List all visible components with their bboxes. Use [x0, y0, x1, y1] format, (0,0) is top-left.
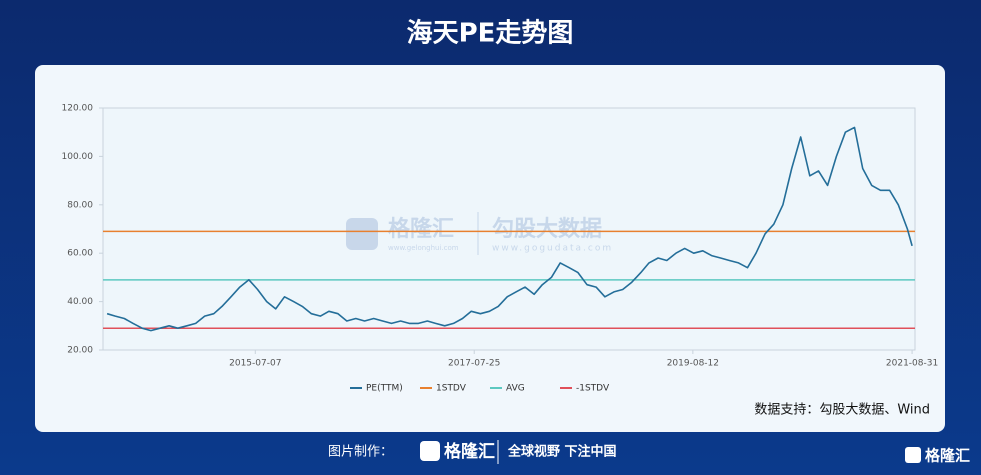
- watermark-text: 勾股大数据: [492, 216, 602, 242]
- x-tick-label: 2015-07-07: [229, 359, 281, 369]
- pe-line: [106, 126, 913, 332]
- footer-slogan: 全球视野 下注中国: [507, 444, 617, 460]
- y-tick-label: 60.00: [67, 249, 93, 259]
- watermark-text: 格隆汇: [388, 216, 454, 242]
- legend-label: PE(TTM): [366, 384, 403, 394]
- footer-logo-icon: [420, 441, 440, 461]
- watermark-text: www.gelonghui.com: [388, 244, 459, 252]
- legend-label: 1STDV: [436, 384, 467, 394]
- corner-logo: 格隆汇: [925, 447, 970, 465]
- y-tick-label: 40.00: [67, 297, 93, 307]
- plot-area: [102, 107, 916, 351]
- y-tick-label: 20.00: [67, 346, 93, 356]
- watermark: 格隆汇 www.gelonghui.com 勾股大数据 www.gogudata…: [346, 212, 613, 255]
- x-tick-label: 2019-08-12: [667, 359, 719, 369]
- y-tick-label: 80.00: [67, 200, 93, 210]
- watermark-icon: [346, 218, 378, 250]
- legend-label: AVG: [506, 384, 525, 394]
- legend-label: -1STDV: [576, 384, 610, 394]
- source-note: 数据支持：勾股大数据、Wind: [754, 403, 930, 418]
- x-tick-label: 2017-07-25: [448, 359, 500, 369]
- x-tick-label: 2021-08-31: [886, 359, 938, 369]
- watermark-text: www.gogudata.com: [492, 244, 613, 254]
- footer-logo: 格隆汇: [444, 441, 495, 462]
- y-tick-label: 120.00: [62, 104, 94, 114]
- corner-logo-icon: [905, 447, 921, 463]
- footer-maker: 图片制作：: [328, 445, 393, 460]
- chart-title: 海天PE走势图: [407, 19, 574, 49]
- y-tick-label: 100.00: [62, 152, 94, 162]
